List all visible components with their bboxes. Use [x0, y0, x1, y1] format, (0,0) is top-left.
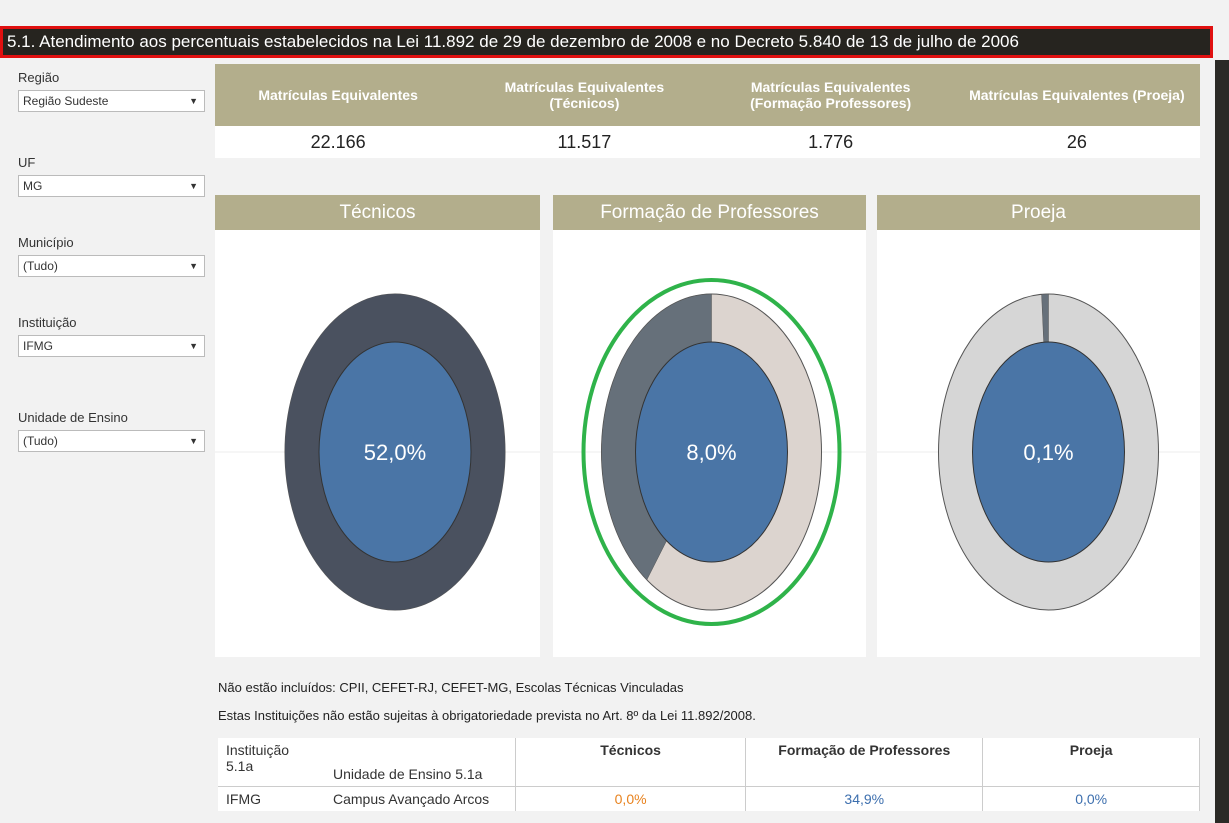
header-title: 5.1. Atendimento aos percentuais estabel…: [0, 26, 1213, 58]
kpi-value: 11.517: [557, 132, 612, 152]
table-header: Instituição 5.1a: [226, 742, 290, 774]
donut-chart: 8,0%: [553, 278, 866, 626]
highlight-ring: [581, 278, 842, 626]
donut-hole: [318, 341, 472, 563]
kpi-header: Matrículas Equivalentes Matrículas Equiva…: [215, 64, 1200, 126]
table-cell: Campus Avançado Arcos: [325, 786, 516, 811]
filter-label: Unidade de Ensino: [18, 410, 128, 425]
filter-sidebar: Região Região Sudeste UF MG Município (Tudo) I…: [0, 60, 210, 823]
filter-label: Instituição: [18, 315, 77, 330]
table-cell: 34,9%: [745, 786, 984, 811]
donut-title: Técnicos: [215, 195, 540, 230]
donut-label: 8,0%: [686, 440, 736, 465]
filter-dropdown[interactable]: (Tudo): [18, 430, 205, 452]
table-header: Unidade de Ensino 5.1a: [325, 738, 516, 787]
note: Estas Instituições não estão sujeitas à …: [218, 708, 756, 723]
table-header: Técnicos: [515, 738, 747, 787]
donut-panel: Técnicos 52,0%: [215, 195, 540, 657]
filter-dropdown[interactable]: IFMG: [18, 335, 205, 357]
donut-title: Formação de Professores: [553, 195, 866, 230]
donut-panel: Formação de Professores 8,0%: [553, 195, 866, 657]
donut-chart: 0,1%: [877, 293, 1200, 611]
kpi-label: Matrículas Equivalentes (Técnicos): [504, 79, 665, 111]
donut-hole: [635, 341, 788, 563]
donut-title: Proeja: [877, 195, 1200, 230]
donut-panel: Proeja 0,1%: [877, 195, 1200, 657]
note: Não estão incluídos: CPII, CEFET-RJ, CEF…: [218, 680, 684, 695]
table-header: Proeja: [982, 738, 1200, 787]
table-cell: 0,0%: [515, 786, 747, 811]
filter-dropdown[interactable]: Região Sudeste: [18, 90, 205, 112]
kpi-value: 22.166: [310, 132, 366, 152]
kpi-label: Matrículas Equivalentes: [258, 87, 418, 103]
kpi-label: Matrículas Equivalentes (Proeja): [969, 87, 1185, 103]
table-cell: IFMG: [226, 791, 261, 807]
filter-label: Município: [18, 235, 74, 250]
kpi-values: 22.166 11.517 1.776 26: [215, 126, 1200, 158]
donut-chart: 52,0%: [215, 293, 540, 611]
donut-label: 52,0%: [364, 440, 426, 465]
filter-label: Região: [18, 70, 60, 85]
filter-dropdown[interactable]: (Tudo): [18, 255, 205, 277]
table-header: Formação de Professores: [745, 738, 984, 787]
data-table: Instituição 5.1a Unidade de Ensino 5.1a Té…: [218, 738, 1200, 811]
table-row: IFMG Campus Avançado Arcos 0,0% 34,9% 0,0%: [218, 786, 1200, 811]
kpi-value: 1.776: [808, 132, 854, 152]
kpi-label: Matrículas Equivalentes (Formação Profes…: [750, 79, 912, 111]
filter-dropdown[interactable]: MG: [18, 175, 205, 197]
table-cell: 0,0%: [982, 786, 1200, 811]
filter-label: UF: [18, 155, 36, 170]
edge-strip: [1215, 60, 1229, 823]
kpi-value: 26: [1066, 132, 1087, 152]
donut-label: 0,1%: [1023, 440, 1073, 465]
donut-hole: [972, 341, 1125, 563]
